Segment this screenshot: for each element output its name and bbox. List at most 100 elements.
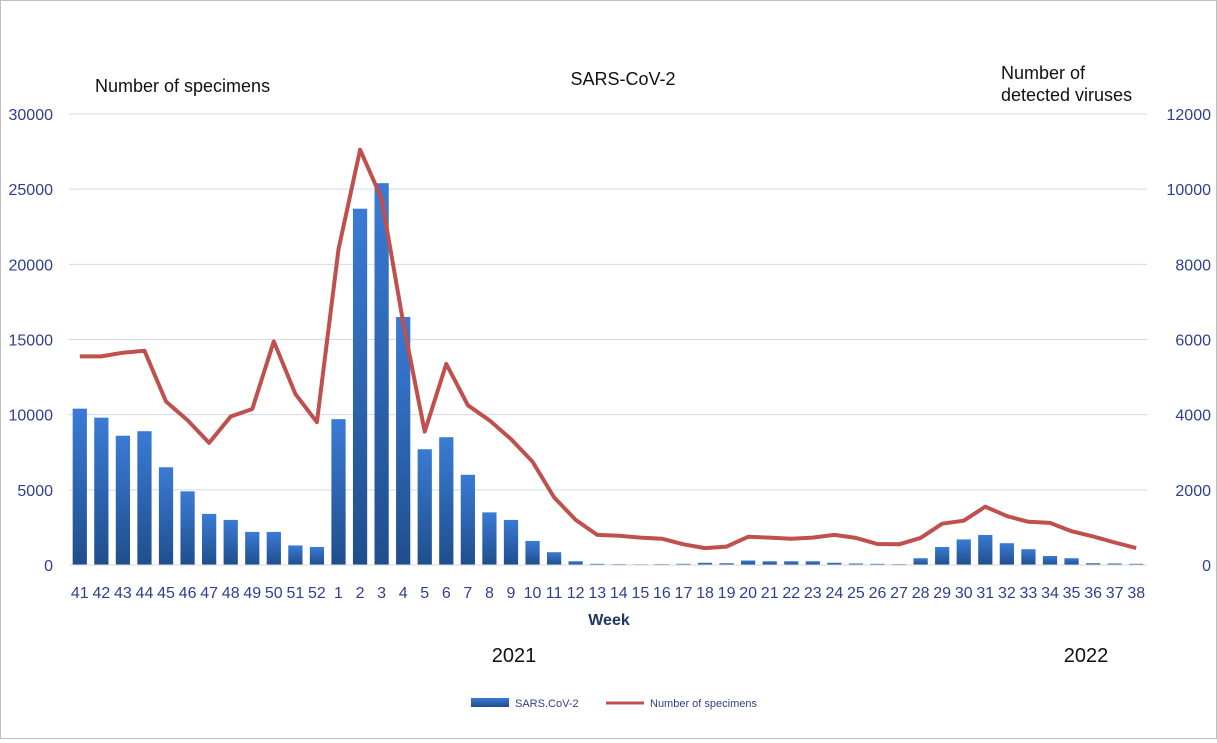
x-tick-label: 22 [782, 585, 800, 602]
bar [396, 316, 411, 565]
x-tick-label: 19 [718, 585, 736, 602]
bar [439, 437, 454, 565]
left-tick-label: 5000 [17, 483, 53, 500]
bar [805, 561, 820, 565]
x-tick-label: 29 [933, 585, 951, 602]
x-tick-label: 3 [377, 585, 386, 602]
x-tick-label: 21 [761, 585, 779, 602]
x-axis-title: Week [588, 612, 630, 629]
line-series [79, 147, 1137, 551]
x-tick-label: 46 [179, 585, 197, 602]
specimens-line [79, 147, 1137, 551]
bar [331, 419, 346, 565]
right-tick-label: 6000 [1175, 333, 1211, 350]
x-tick-label: 11 [546, 585, 563, 602]
bar [827, 562, 842, 565]
left-axis-title: Number of specimens [95, 76, 270, 96]
bar [374, 183, 389, 566]
bar [676, 563, 691, 565]
bar [223, 519, 238, 565]
x-tick-label: 31 [976, 585, 994, 602]
bar [417, 449, 432, 565]
right-tick-label: 10000 [1167, 182, 1212, 199]
x-tick-label: 20 [739, 585, 757, 602]
x-tick-label: 38 [1127, 585, 1145, 602]
x-tick-label: 5 [420, 585, 429, 602]
bar [460, 474, 475, 565]
axes: 0 5000 10000 15000 20000 25000 30000 0 2000 4000 6… [9, 107, 1212, 602]
x-tick-label: 32 [998, 585, 1016, 602]
bar [202, 513, 217, 565]
bar [762, 561, 777, 565]
right-axis-title: Number of detected viruses [1001, 63, 1132, 105]
year-label-2021: 2021 [492, 645, 537, 667]
bar [848, 563, 864, 565]
x-tick-label: 37 [1106, 585, 1124, 602]
x-tick-label: 6 [442, 585, 451, 602]
x-tick-label: 45 [157, 585, 175, 602]
right-tick-label: 8000 [1175, 257, 1211, 274]
x-tick-label: 15 [631, 585, 649, 602]
bar [503, 519, 519, 565]
x-tick-label: 23 [804, 585, 822, 602]
bar [697, 562, 713, 565]
bar [719, 563, 734, 565]
bar [913, 558, 928, 565]
bar [137, 431, 152, 565]
x-tick-label: 50 [265, 585, 283, 602]
x-tick-label: 8 [485, 585, 494, 602]
x-tick-label: 35 [1063, 585, 1081, 602]
bar [309, 546, 325, 565]
bar [546, 552, 562, 565]
right-tick-label: 4000 [1175, 408, 1211, 425]
bar [935, 546, 950, 565]
legend-line-label: Number of specimens [650, 698, 757, 710]
x-tick-label: 34 [1041, 585, 1059, 602]
bar [94, 417, 109, 565]
x-tick-label: 44 [136, 585, 154, 602]
right-tick-label: 2000 [1175, 483, 1211, 500]
x-tick-label: 47 [200, 585, 218, 602]
x-tick-label: 27 [890, 585, 908, 602]
x-tick-label: 2 [356, 585, 365, 602]
right-tick-label: 0 [1202, 558, 1211, 575]
bar [1129, 563, 1144, 565]
bar-series [72, 183, 1144, 566]
bar [956, 539, 971, 565]
gridlines [69, 113, 1147, 491]
x-tick-label: 51 [286, 585, 304, 602]
bar [1042, 555, 1058, 565]
x-tick-label: 42 [92, 585, 110, 602]
bar [266, 531, 281, 565]
bar [1085, 563, 1101, 565]
x-tick-label: 25 [847, 585, 865, 602]
bar [1021, 549, 1036, 565]
bar [115, 435, 131, 565]
bar [245, 531, 260, 565]
bar [978, 534, 993, 565]
x-tick-label: 49 [243, 585, 261, 602]
x-tick-label: 16 [653, 585, 671, 602]
bar [352, 208, 368, 565]
bar [784, 561, 799, 565]
year-label-2022: 2022 [1064, 645, 1109, 667]
left-tick-label: 0 [44, 558, 53, 575]
x-tick-label: 52 [308, 585, 326, 602]
x-tick-label: 14 [610, 585, 628, 602]
left-tick-label: 10000 [9, 408, 54, 425]
x-tick-label: 43 [114, 585, 132, 602]
x-tick-label: 9 [507, 585, 516, 602]
legend: SARS.CoV-2 Number of specimens [471, 698, 757, 710]
x-tick-label: 17 [675, 585, 693, 602]
bar [1107, 563, 1122, 565]
x-tick-label: 33 [1020, 585, 1038, 602]
x-tick-label: 28 [912, 585, 930, 602]
x-tick-label: 13 [588, 585, 606, 602]
x-tick-label: 26 [869, 585, 887, 602]
bar [158, 467, 174, 565]
x-tick-label: 41 [71, 585, 89, 602]
x-tick-label: 18 [696, 585, 714, 602]
x-tick-label: 1 [334, 585, 343, 602]
